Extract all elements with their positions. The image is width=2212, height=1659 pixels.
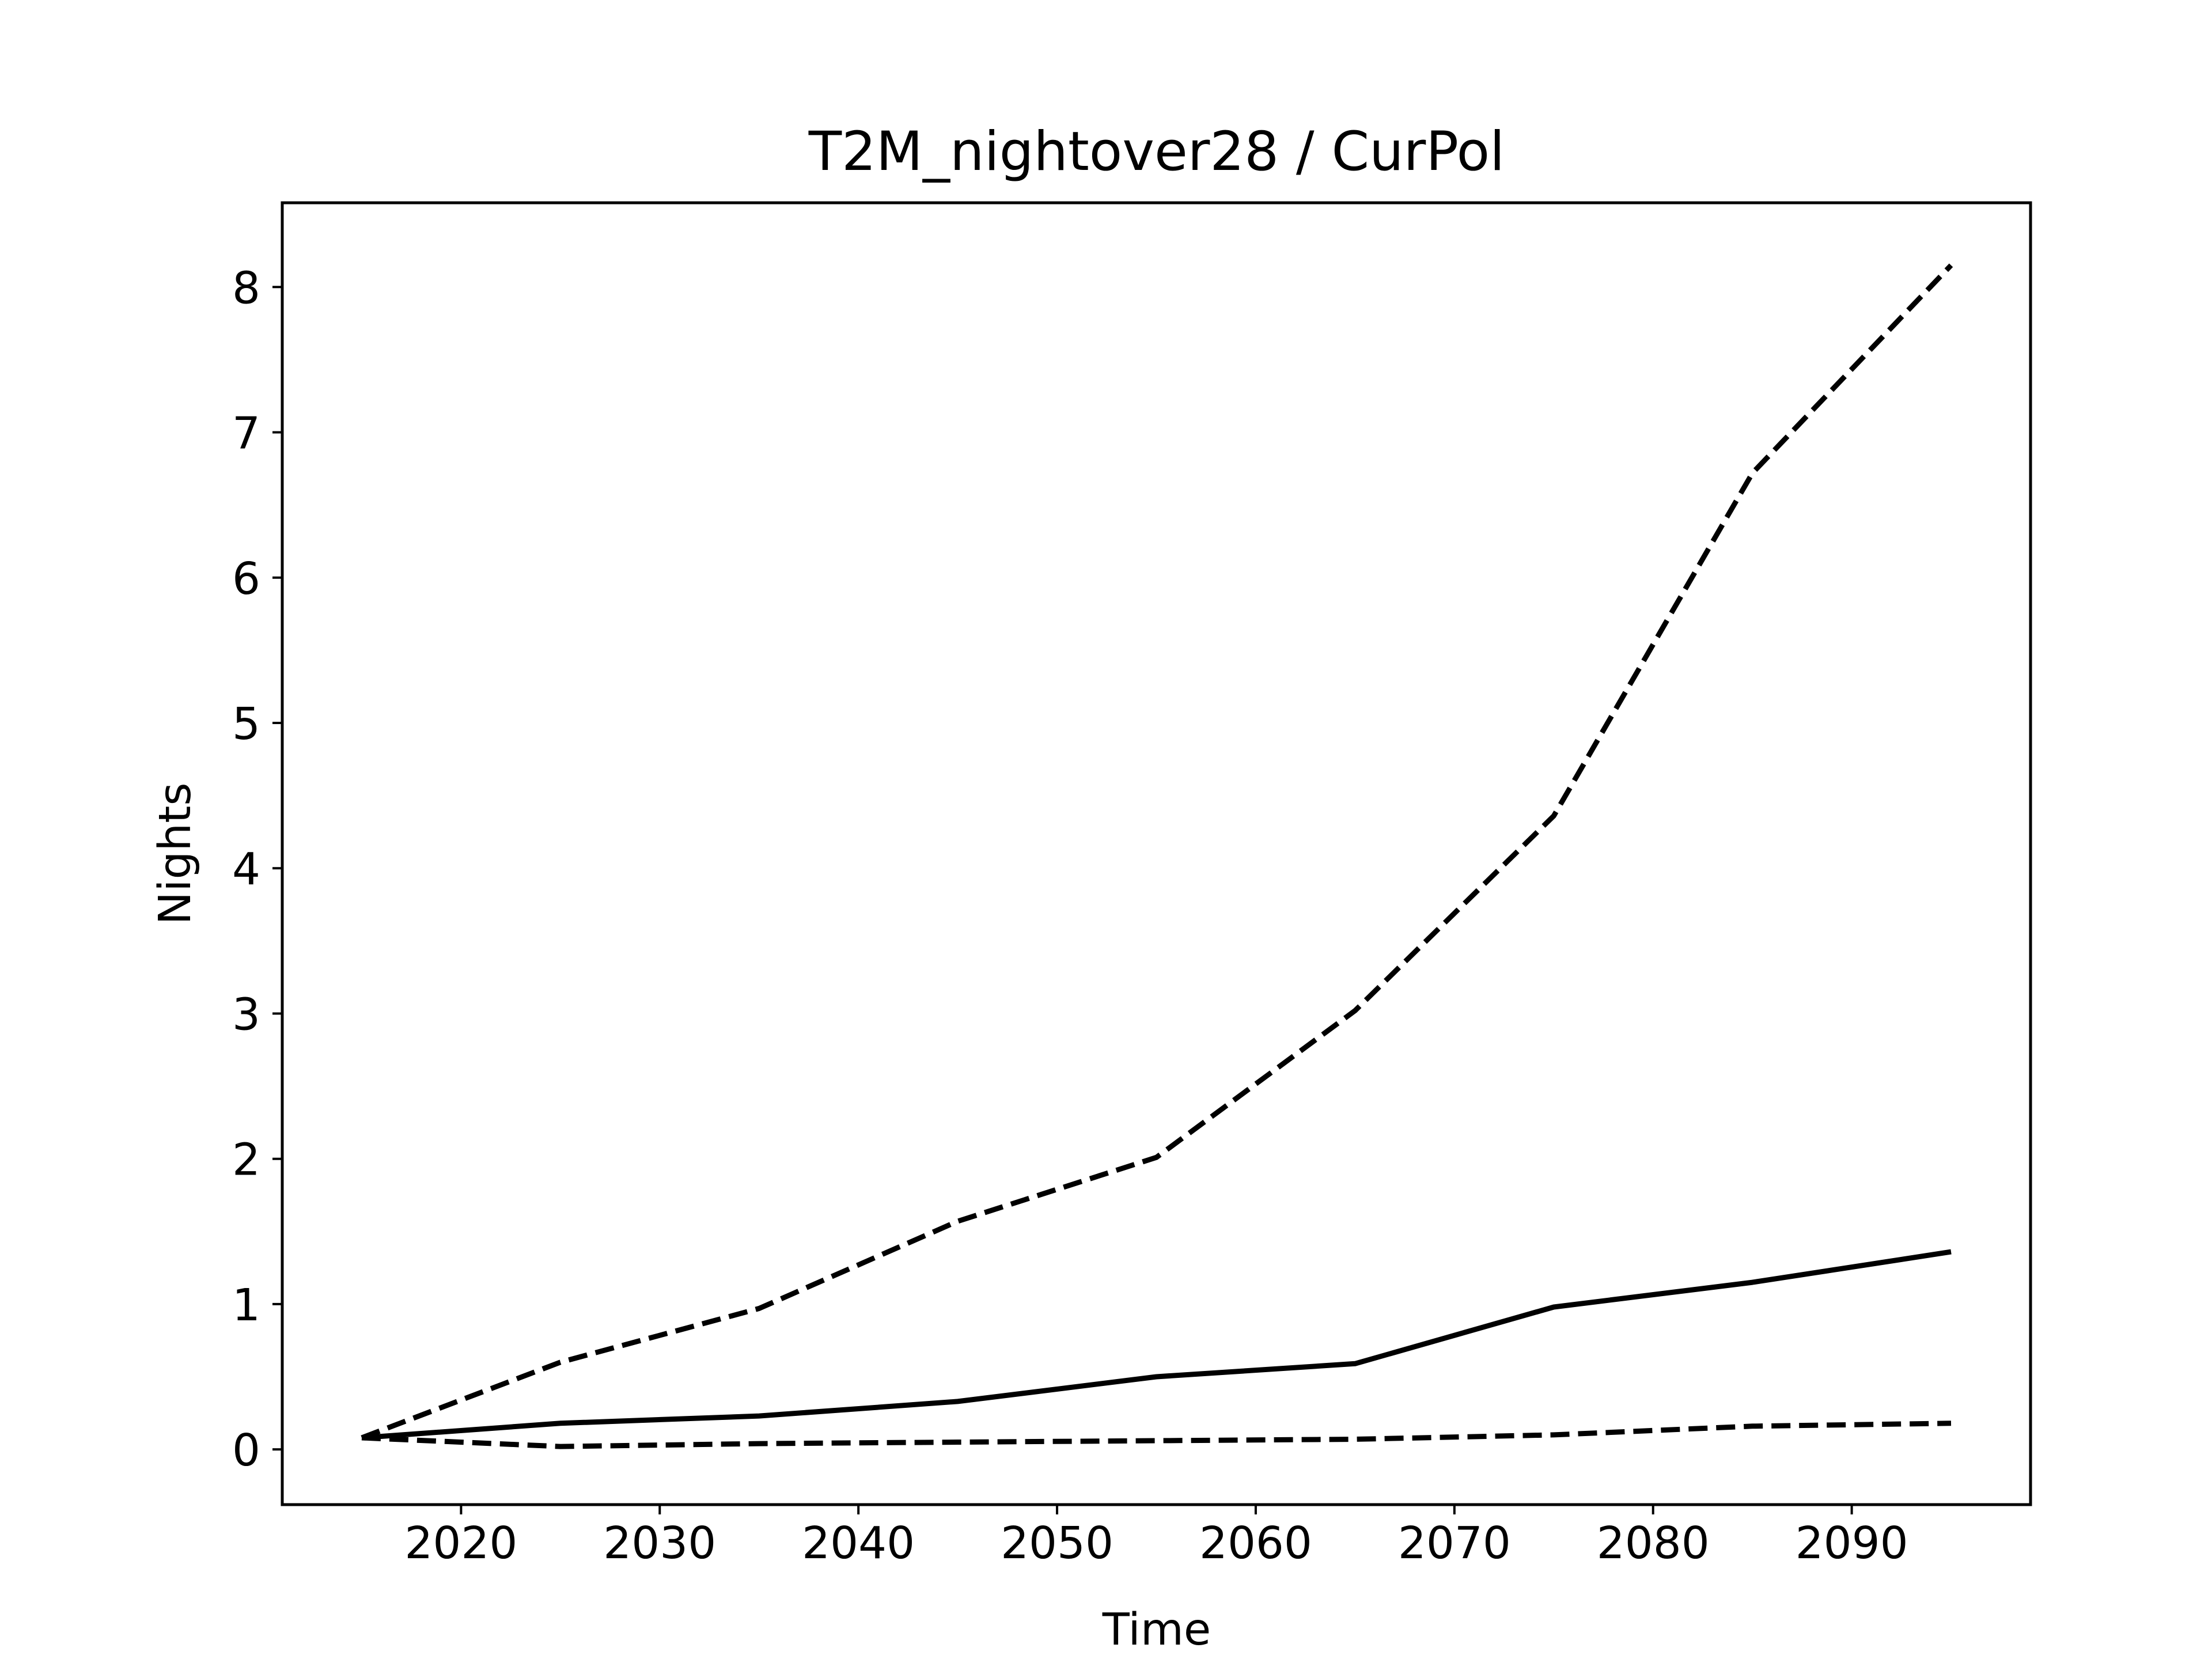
series-line-1 xyxy=(361,263,1953,1441)
y-tick-label: 0 xyxy=(232,1425,260,1476)
x-tick-label: 2070 xyxy=(1398,1518,1511,1569)
y-tick-label: 1 xyxy=(232,1280,260,1331)
x-tick-label: 2030 xyxy=(603,1518,716,1569)
y-axis: 0 1 2 3 4 5 6 7 8 xyxy=(232,263,282,1476)
x-tick-label: 2050 xyxy=(1001,1518,1113,1569)
x-axis-label: Time xyxy=(1102,1604,1211,1656)
x-tick-label: 2080 xyxy=(1597,1518,1710,1569)
x-tick-label: 2090 xyxy=(1796,1518,1908,1569)
y-tick-label: 8 xyxy=(232,263,260,314)
y-axis-label: Nights xyxy=(150,783,201,925)
y-tick-label: 7 xyxy=(232,408,260,460)
series-line-2 xyxy=(361,1249,1952,1441)
y-tick-label: 5 xyxy=(232,699,260,750)
y-tick-label: 3 xyxy=(232,989,260,1040)
chart-title: T2M_nightover28 / CurPol xyxy=(808,120,1505,183)
plot-frame xyxy=(281,201,2032,1506)
series-line-3 xyxy=(361,1421,1952,1449)
x-axis: 2020 2030 2040 2050 2060 2070 2080 2090 xyxy=(404,1505,1908,1569)
y-tick-label: 2 xyxy=(232,1135,260,1186)
x-tick-label: 2020 xyxy=(404,1518,517,1569)
series-layer xyxy=(361,263,1953,1449)
x-tick-label: 2040 xyxy=(802,1518,915,1569)
y-tick-label: 6 xyxy=(232,554,260,605)
y-tick-label: 4 xyxy=(232,844,260,895)
x-tick-label: 2060 xyxy=(1199,1518,1312,1569)
